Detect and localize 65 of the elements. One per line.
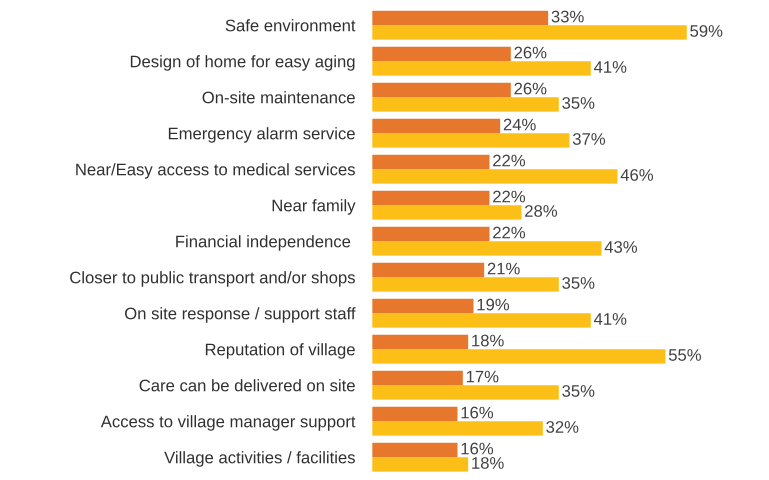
y-tick-label: Safe environment [226, 19, 356, 32]
data-label: 22% [493, 190, 526, 202]
bar [372, 46, 511, 62]
data-label: 46% [620, 169, 654, 181]
data-label: 22% [493, 226, 526, 238]
bar [372, 457, 468, 472]
data-label: 35% [562, 385, 594, 397]
bar [372, 298, 474, 314]
bar [372, 154, 490, 170]
data-label: 41% [594, 313, 626, 325]
data-label: 22% [493, 154, 526, 166]
data-label: 16% [462, 442, 494, 454]
data-label: 37% [572, 133, 606, 145]
bar [372, 226, 490, 242]
y-tick-label: Village activities / facilities [164, 451, 355, 467]
y-tick-label: Access to village manager support [100, 415, 356, 431]
bar [372, 190, 490, 206]
data-label: 18% [472, 334, 504, 346]
bar [372, 421, 543, 436]
bar [372, 313, 591, 328]
y-tick-label: Financial independence [176, 235, 350, 251]
data-label: 43% [604, 241, 638, 253]
data-label: 32% [546, 421, 578, 433]
y-tick-label: Emergency alarm service [168, 127, 355, 143]
data-label: 26% [514, 82, 546, 94]
bar [372, 97, 559, 112]
y-tick-label: Care can be delivered on site [140, 379, 355, 392]
data-label: 33% [552, 10, 584, 22]
y-tick-label: Near/Easy access to medical services [76, 163, 355, 179]
bar [372, 169, 618, 184]
bar [372, 82, 511, 98]
y-tick-label: Closer to public transport and/or shops [70, 271, 355, 287]
data-label: 59% [690, 25, 722, 37]
bar [372, 370, 463, 386]
data-label: 24% [504, 118, 536, 130]
bar [372, 262, 484, 278]
bar [372, 349, 666, 364]
y-tick-label: On site response / support staff [125, 307, 356, 323]
bar [372, 25, 687, 40]
data-label: 26% [514, 46, 546, 58]
bar [372, 277, 559, 292]
data-label: 35% [562, 277, 594, 289]
bar [372, 241, 602, 256]
data-label: 35% [562, 97, 594, 109]
bar [372, 385, 559, 400]
bar [372, 205, 522, 220]
bar [372, 118, 500, 134]
bar [372, 10, 548, 26]
data-label: 16% [462, 406, 494, 418]
data-label: 21% [488, 262, 520, 274]
bar [372, 133, 570, 148]
data-label: 17% [466, 370, 498, 382]
bar [372, 334, 468, 350]
data-label: 19% [478, 298, 510, 310]
data-label: 41% [594, 61, 626, 73]
bar [372, 442, 458, 458]
y-tick-label: Design of home for easy aging [130, 55, 354, 71]
data-label: 18% [472, 457, 504, 469]
y-tick-label: On-site maintenance [202, 91, 355, 104]
y-tick-label: Near family [272, 199, 356, 215]
y-tick-label: Reputation of village [206, 343, 355, 359]
data-label: 55% [668, 349, 701, 361]
bar [372, 61, 591, 76]
data-label: 28% [525, 205, 558, 217]
bar [372, 406, 458, 422]
